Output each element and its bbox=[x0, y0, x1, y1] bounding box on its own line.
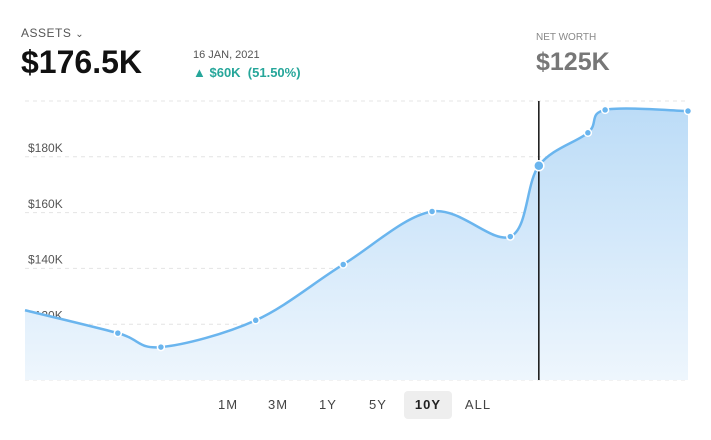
point bbox=[600, 105, 610, 115]
area bbox=[25, 108, 688, 381]
line bbox=[24, 107, 689, 349]
chart: $120K$140K$160K$180K bbox=[24, 100, 693, 381]
assets-value: $176.5K bbox=[21, 44, 142, 80]
y-tick-label: $160K bbox=[28, 197, 63, 211]
change-pct: (51.50%) bbox=[247, 65, 301, 80]
net-worth-label: NET WORTH bbox=[536, 32, 597, 43]
range-button[interactable]: 5Y bbox=[369, 397, 387, 412]
range-button[interactable]: 3M bbox=[267, 397, 289, 412]
point bbox=[506, 232, 515, 241]
assets-dropdown[interactable]: ASSETS ⌄ bbox=[21, 26, 85, 40]
point bbox=[156, 342, 166, 352]
point bbox=[113, 328, 123, 338]
change: ▲ $60K (51.50%) bbox=[193, 65, 301, 80]
range-button[interactable]: 1M bbox=[217, 397, 239, 412]
point bbox=[338, 260, 348, 269]
range-button[interactable]: ALL bbox=[464, 397, 492, 412]
assets-label: ASSETS bbox=[21, 26, 72, 40]
date: 16 JAN, 2021 bbox=[193, 49, 260, 61]
change-value: $60K bbox=[209, 65, 241, 80]
range-button[interactable]: 1Y bbox=[319, 397, 337, 412]
point bbox=[427, 207, 437, 216]
y-tick-label: $180K bbox=[28, 141, 63, 155]
net-worth-value: $125K bbox=[536, 48, 610, 76]
point bbox=[683, 106, 693, 116]
point bbox=[583, 128, 593, 138]
point bbox=[533, 159, 545, 172]
y-tick-label: $140K bbox=[28, 253, 63, 267]
range-button[interactable]: 10Y bbox=[404, 391, 452, 419]
point bbox=[251, 316, 260, 325]
